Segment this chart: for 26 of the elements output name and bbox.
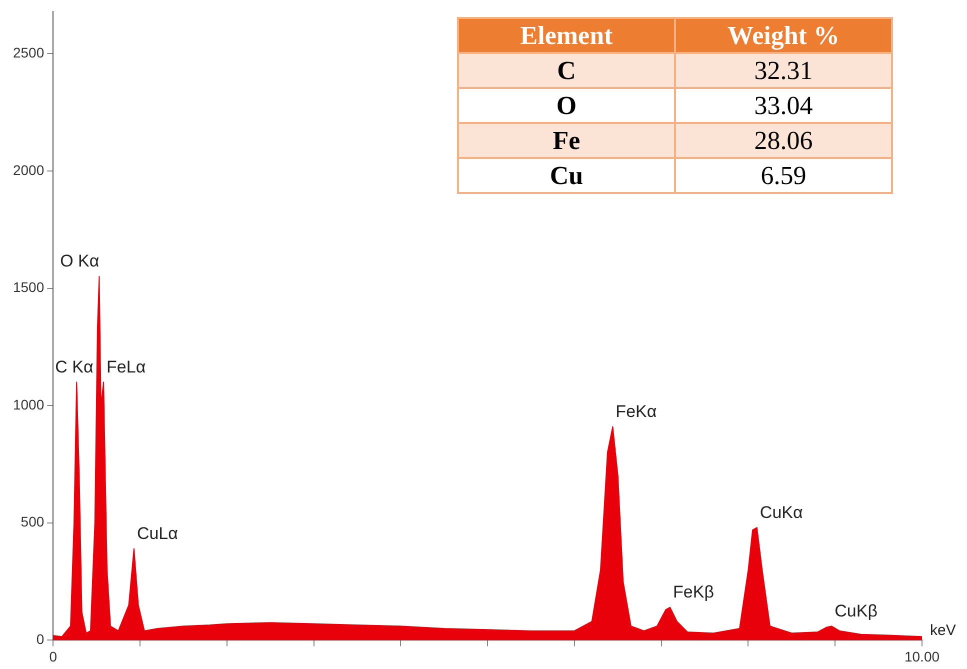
data-label: 28.06: [675, 123, 892, 158]
y-tick-label: 2500: [12, 44, 44, 60]
y-tick-label: 500: [20, 514, 44, 530]
annotation: CuKβ: [834, 601, 878, 620]
y-tick-label: 1000: [12, 396, 44, 412]
annotation: FeKβ: [673, 582, 714, 602]
text: Weight %: [675, 18, 892, 53]
x-axis-title: keV: [930, 622, 956, 639]
category-label: Fe: [458, 123, 675, 158]
annotation: O Kα: [60, 252, 100, 271]
annotation: FeLα: [106, 357, 146, 376]
data-label: 6.59: [675, 158, 892, 193]
annotation: CuKα: [760, 502, 803, 522]
category-label: O: [458, 88, 675, 123]
annotation: CuLα: [136, 524, 178, 543]
annotation: C Kα: [55, 357, 94, 376]
x-tick-label: 10.00: [904, 648, 940, 664]
text: Element: [458, 18, 675, 53]
annotation: FeKα: [616, 402, 657, 421]
y-tick-label: 0: [36, 631, 44, 648]
data-label: 33.04: [675, 88, 892, 123]
y-tick-label: 2000: [12, 162, 44, 178]
data-label: 32.31: [675, 53, 892, 88]
category-label: C: [458, 53, 675, 88]
category-label: Cu: [458, 158, 675, 193]
y-tick-label: 1500: [12, 279, 44, 296]
